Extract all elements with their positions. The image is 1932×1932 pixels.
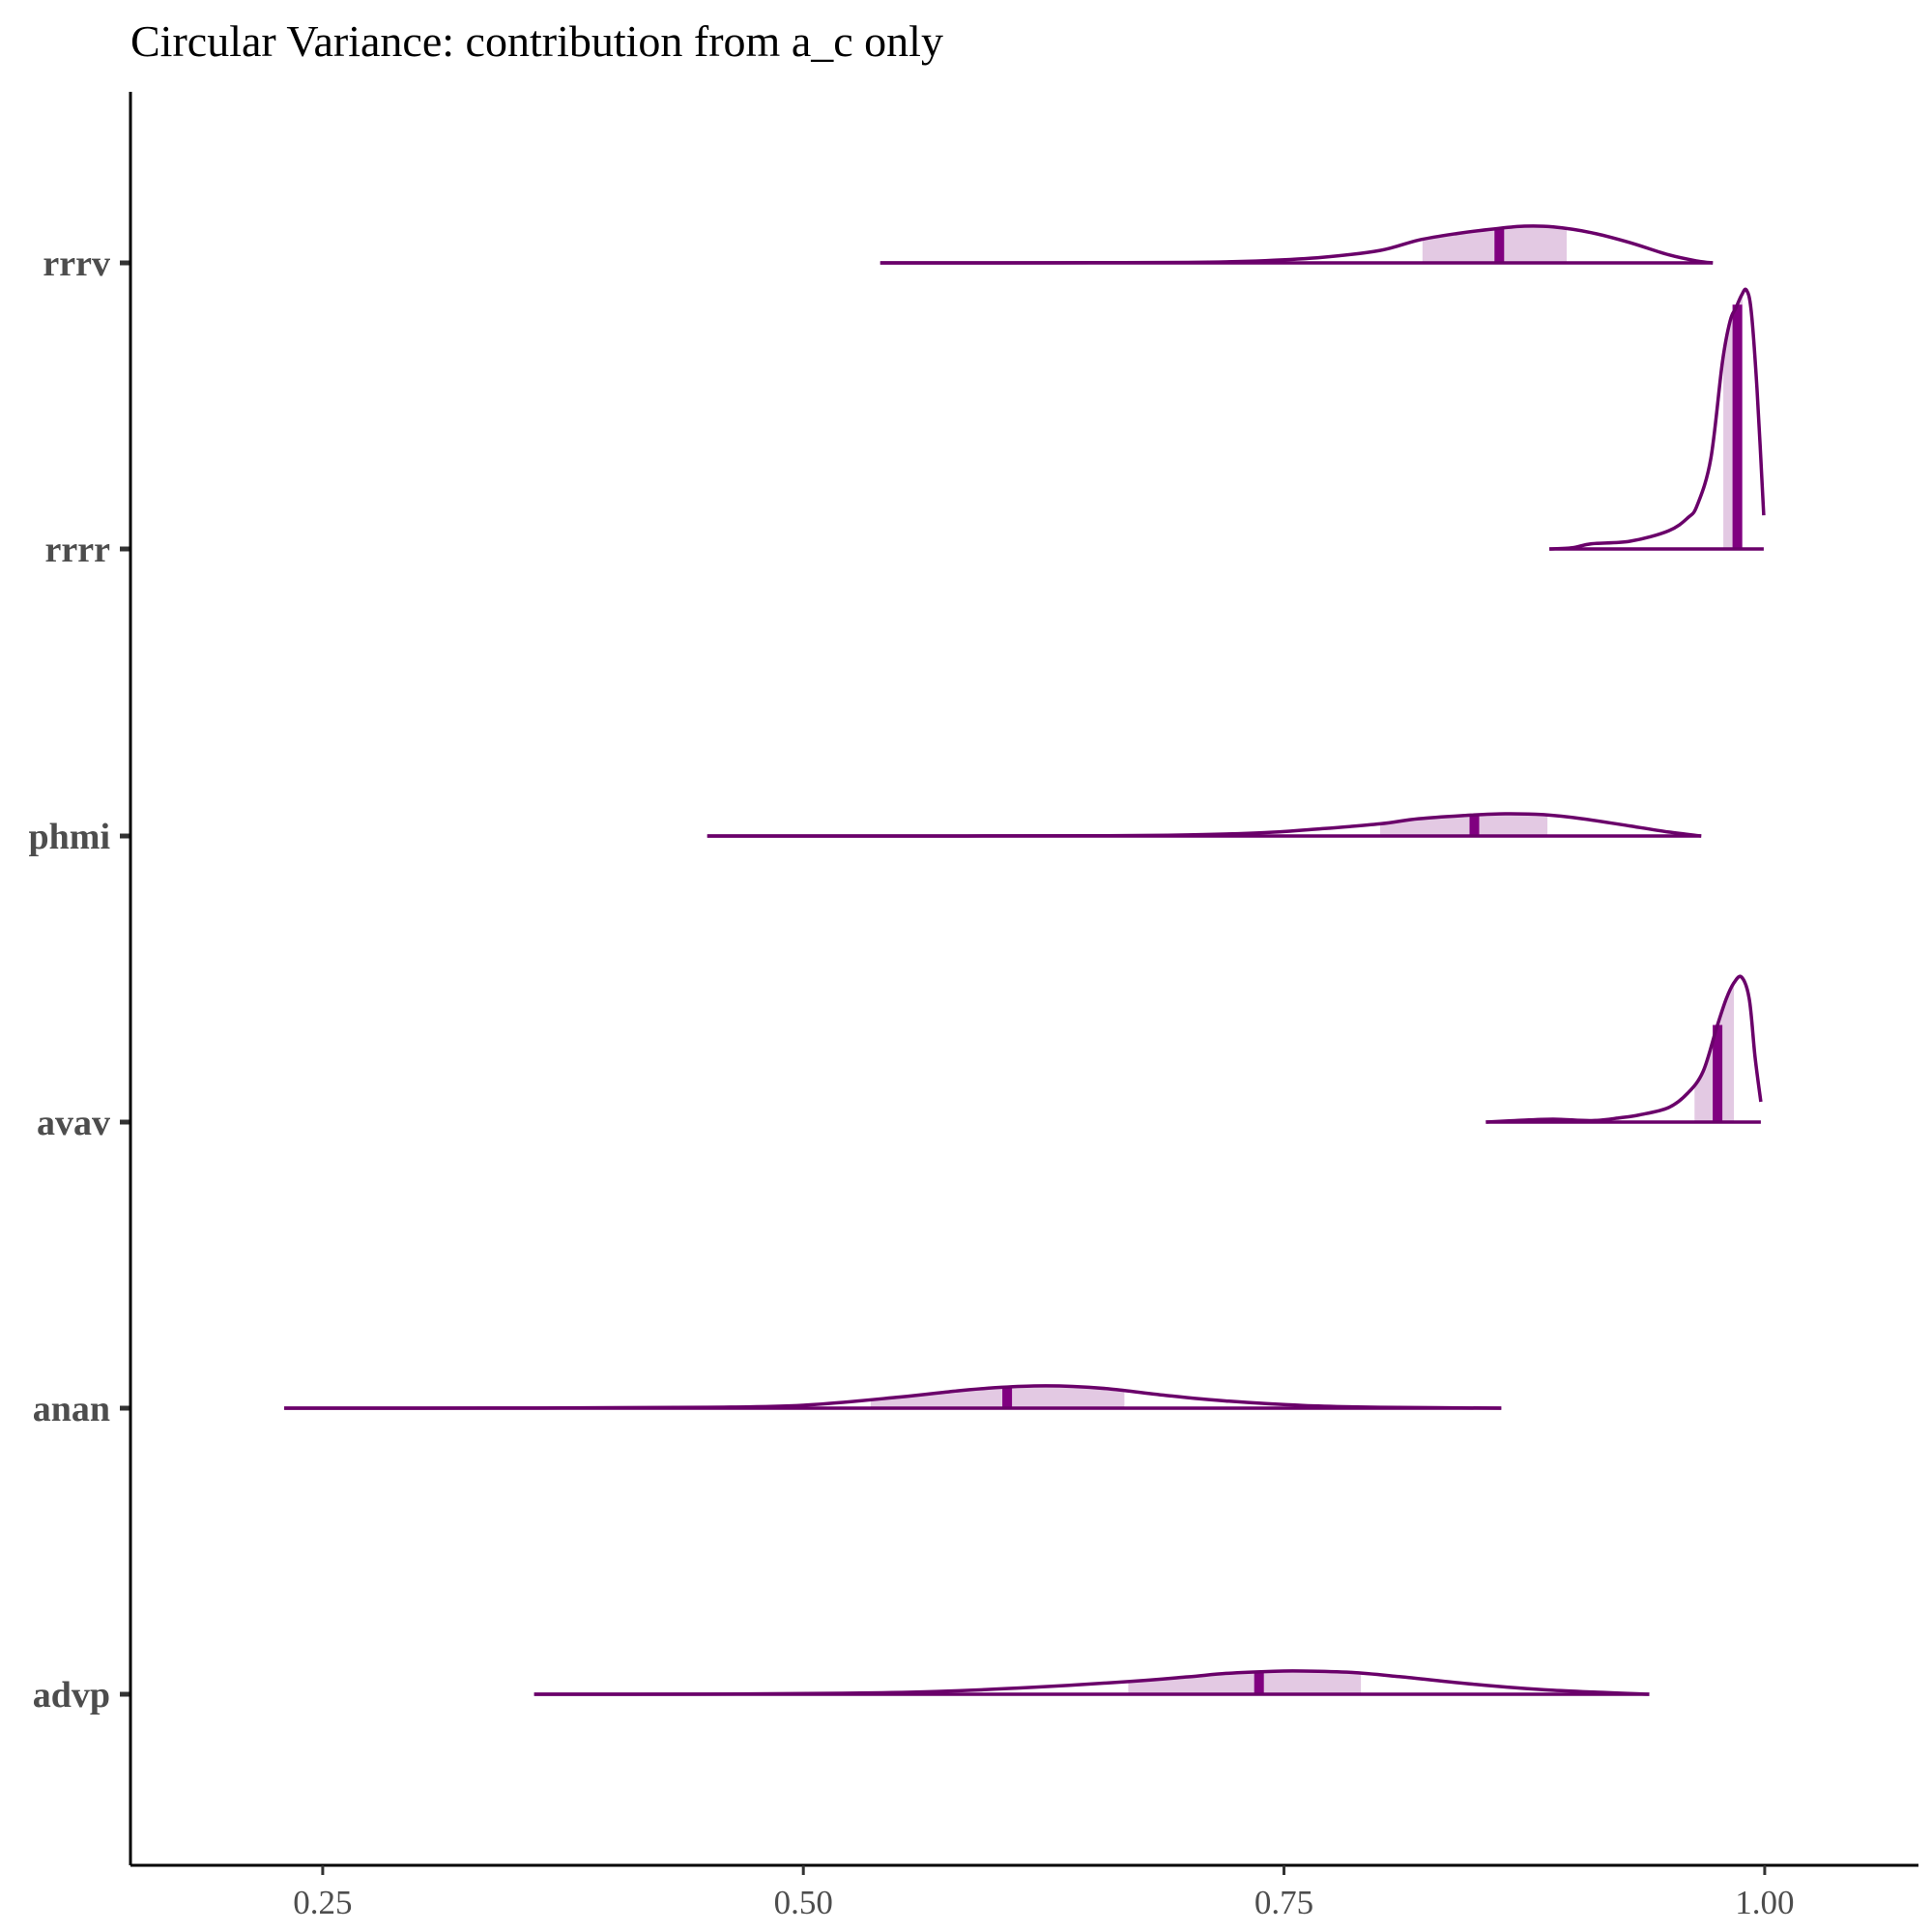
median-advp [1254,1671,1264,1694]
density-advp [533,1669,1650,1696]
ridge-avav [1485,974,1763,1124]
ridge-rrrr [1549,287,1766,551]
median-rrrr [1732,304,1743,549]
median-rrrv [1494,228,1505,263]
ridge-anan [284,1384,1502,1410]
density-phmi [706,812,1702,838]
x-axis: 0.25 0.50 0.75 1.00 [130,1863,1918,1921]
y-axis: rrrv rrrr phmi avav anan advp [29,92,132,1865]
ridge-phmi [706,812,1702,838]
x-tick-label: 1.00 [1735,1884,1794,1921]
density-rrrr [1549,287,1766,551]
ridge-advp [533,1669,1650,1696]
x-tick-label: 0.50 [774,1884,833,1921]
y-tick-label: phmi [29,817,110,857]
y-tick-label: avav [37,1103,110,1143]
ridges [284,224,1766,1696]
x-tick-label: 0.25 [293,1884,352,1921]
chart-title: Circular Variance: contribution from a_c… [130,16,943,66]
density-rrrv [879,224,1714,265]
median-avav [1713,1024,1723,1122]
median-anan [1002,1387,1013,1408]
y-tick-label: rrrr [45,530,111,570]
density-avav [1485,974,1763,1124]
y-tick-label: advp [33,1675,110,1716]
median-phmi [1469,815,1480,836]
y-tick-label: anan [33,1389,110,1429]
interval-advp [1128,1671,1362,1694]
interval-anan [870,1386,1125,1408]
y-tick-label: rrrv [43,244,110,284]
ridge-rrrv [879,224,1714,265]
x-tick-label: 0.75 [1254,1884,1313,1921]
